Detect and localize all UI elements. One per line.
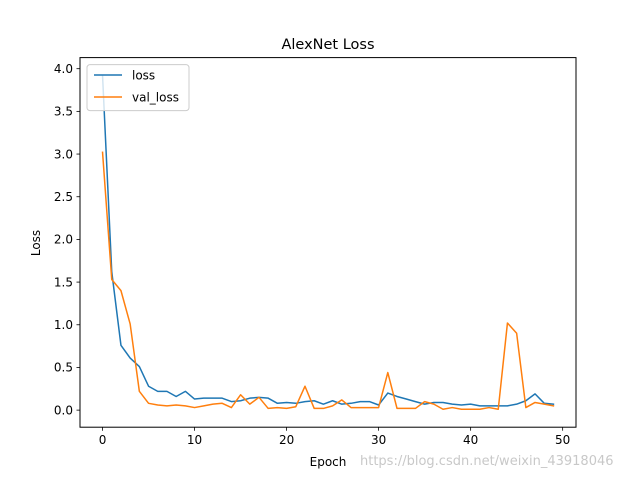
y-tick-label: 0.0 [54, 403, 73, 417]
plot-layer [101, 74, 555, 411]
series-line-loss [101, 74, 555, 407]
y-tick-label: 0.5 [54, 361, 73, 375]
y-tick-label: 1.5 [54, 275, 73, 289]
x-tick-label: 30 [371, 433, 386, 447]
y-axis: 0.0 0.5 1.0 1.5 2.0 2.5 3.0 3.5 4.0 [54, 62, 80, 417]
legend: loss val_loss [86, 64, 190, 112]
legend-label-val-loss: val_loss [132, 90, 179, 104]
series-line-val-loss [101, 151, 555, 411]
legend-box [86, 64, 190, 112]
y-tick-label: 3.5 [54, 105, 73, 119]
x-tick-label: 20 [279, 433, 294, 447]
x-tick-label: 0 [99, 433, 107, 447]
chart-title: AlexNet Loss [281, 37, 374, 53]
legend-label-loss: loss [132, 68, 155, 82]
x-axis-title: Epoch [310, 455, 347, 469]
x-axis: 0 10 20 30 40 50 [99, 427, 570, 447]
y-tick-label: 2.5 [54, 190, 73, 204]
y-tick-label: 1.0 [54, 318, 73, 332]
y-axis-title: Loss [29, 230, 43, 256]
plot-frame [79, 57, 577, 428]
y-tick-label: 3.0 [54, 147, 73, 161]
x-tick-label: 10 [187, 433, 202, 447]
y-tick-label: 4.0 [54, 62, 73, 76]
x-tick-label: 50 [555, 433, 570, 447]
watermark: https://blog.csdn.net/weixin_43918046 [360, 454, 614, 469]
x-tick-label: 40 [463, 433, 478, 447]
y-tick-label: 2.0 [54, 233, 73, 247]
